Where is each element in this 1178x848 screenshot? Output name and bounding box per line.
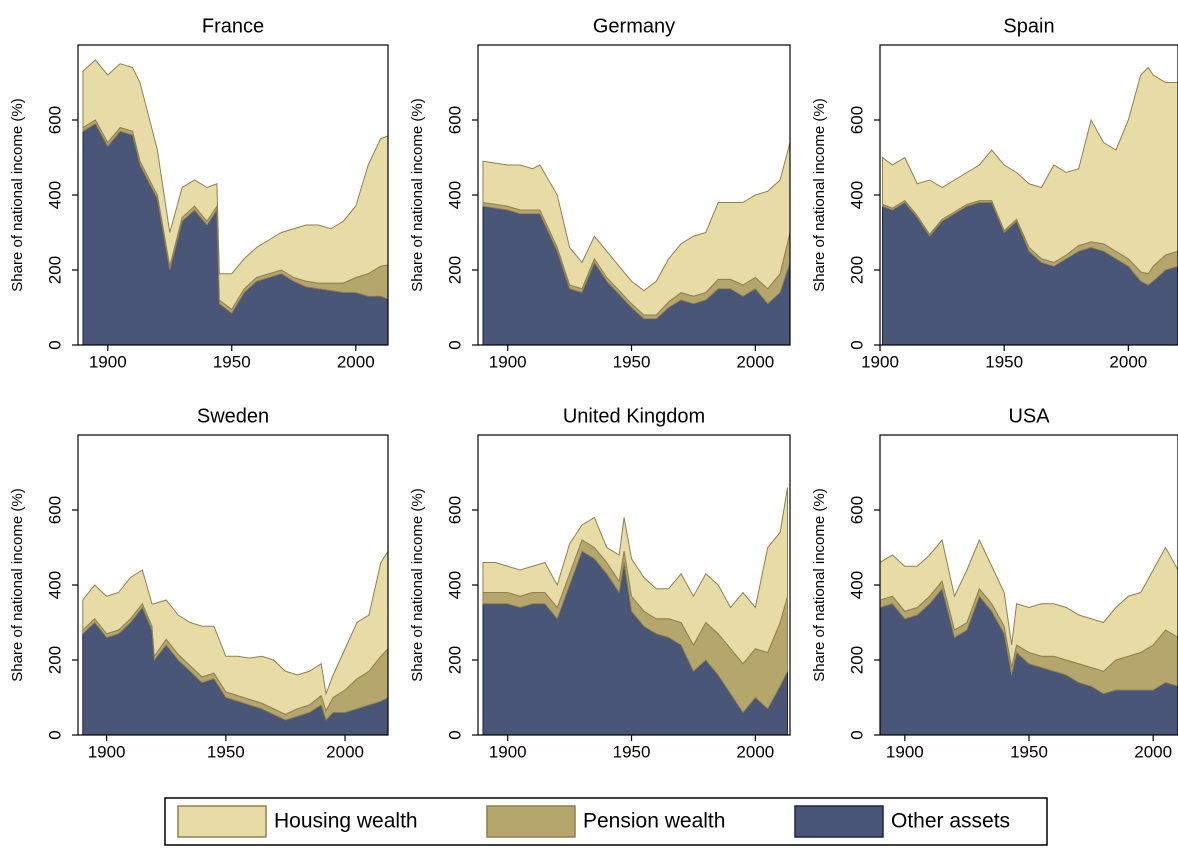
area-band: Housing wealth (82, 550, 388, 715)
area-band: Housing wealth (880, 538, 1178, 672)
y-tick-label: 600 (445, 496, 464, 524)
y-tick-label: 0 (45, 730, 64, 739)
y-tick-label: 400 (847, 181, 866, 209)
y-tick-label: 200 (45, 646, 64, 674)
y-tick-label: 200 (45, 256, 64, 284)
x-tick-label: 2000 (326, 742, 364, 761)
y-tick-label: 0 (445, 730, 464, 739)
plot-area: Other assetsPension wealthHousing wealth (482, 487, 789, 735)
legend-label: Pension wealth (583, 810, 725, 833)
x-tick-label: 1950 (1010, 742, 1048, 761)
panel-title: United Kingdom (563, 405, 705, 427)
y-tick-label: 600 (847, 106, 866, 134)
x-tick-label: 2000 (736, 352, 774, 371)
x-tick-label: 1900 (489, 742, 527, 761)
y-axis-label: Share of national income (%) (409, 488, 426, 681)
plot-area: Other assetsPension wealthHousing wealth (881, 66, 1178, 345)
y-axis-label: Share of national income (%) (9, 488, 26, 681)
x-tick-label: 2000 (1109, 352, 1147, 371)
x-tick-label: 1900 (88, 742, 126, 761)
y-tick-label: 400 (45, 181, 64, 209)
x-tick-label: 1900 (861, 352, 899, 371)
y-tick-label: 600 (847, 496, 866, 524)
legend-swatch (794, 805, 884, 838)
y-axis-label: Share of national income (%) (811, 488, 828, 681)
y-tick-label: 200 (847, 646, 866, 674)
panel-title: USA (1008, 405, 1050, 427)
y-tick-label: 400 (847, 571, 866, 599)
area-band: Housing wealth (482, 142, 790, 316)
x-tick-label: 1900 (489, 352, 527, 371)
y-tick-label: 600 (45, 106, 64, 134)
x-tick-label: 1950 (613, 352, 651, 371)
y-tick-label: 400 (445, 181, 464, 209)
x-tick-label: 1950 (985, 352, 1023, 371)
y-tick-label: 0 (45, 340, 64, 349)
x-tick-label: 2000 (337, 352, 375, 371)
y-axis-label: Share of national income (%) (9, 98, 26, 291)
plot-area: Other assetsPension wealthHousing wealth (880, 538, 1178, 735)
x-tick-label: 2000 (1134, 742, 1172, 761)
y-tick-label: 400 (45, 571, 64, 599)
x-tick-label: 1900 (89, 352, 127, 371)
y-tick-label: 0 (847, 340, 866, 349)
area-band: Housing wealth (482, 487, 789, 665)
y-tick-label: 0 (445, 340, 464, 349)
plot-area: Other assetsPension wealthHousing wealth (82, 550, 388, 735)
plot-area: Other assetsPension wealthHousing wealth (82, 59, 388, 345)
y-tick-label: 600 (45, 496, 64, 524)
y-axis-label: Share of national income (%) (409, 98, 426, 291)
legend-box (164, 797, 1048, 846)
x-tick-label: 1950 (613, 742, 651, 761)
panel-title: Germany (593, 15, 675, 37)
plot-area: Other assetsPension wealthHousing wealth (482, 142, 790, 345)
panel-title: Spain (1003, 15, 1054, 37)
legend-label: Other assets (891, 810, 1010, 833)
y-tick-label: 0 (847, 730, 866, 739)
y-tick-label: 200 (847, 256, 866, 284)
legend-label: Housing wealth (274, 810, 418, 833)
x-tick-label: 1950 (207, 742, 245, 761)
x-tick-label: 2000 (736, 742, 774, 761)
legend-swatch (486, 805, 576, 838)
legend-swatch (177, 805, 267, 838)
y-tick-label: 600 (445, 106, 464, 134)
area-band: Housing wealth (82, 59, 388, 311)
y-tick-label: 400 (445, 571, 464, 599)
y-tick-label: 200 (445, 256, 464, 284)
x-tick-label: 1900 (886, 742, 924, 761)
y-tick-label: 200 (445, 646, 464, 674)
x-tick-label: 1950 (213, 352, 251, 371)
panel-title: Sweden (197, 405, 269, 427)
panel-title: France (202, 15, 264, 37)
y-axis-label: Share of national income (%) (811, 98, 828, 291)
area-band: Housing wealth (881, 66, 1178, 275)
